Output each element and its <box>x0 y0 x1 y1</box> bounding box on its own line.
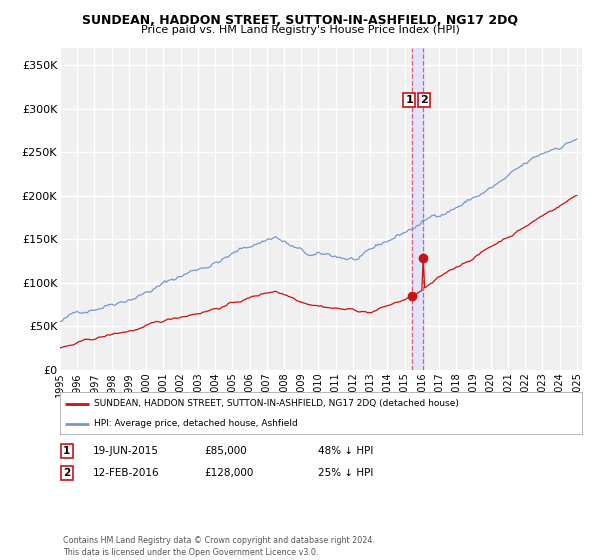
Text: 1: 1 <box>63 446 70 456</box>
Text: 19-JUN-2015: 19-JUN-2015 <box>93 446 159 456</box>
Text: Contains HM Land Registry data © Crown copyright and database right 2024.
This d: Contains HM Land Registry data © Crown c… <box>63 536 375 557</box>
Text: SUNDEAN, HADDON STREET, SUTTON-IN-ASHFIELD, NG17 2DQ: SUNDEAN, HADDON STREET, SUTTON-IN-ASHFIE… <box>82 14 518 27</box>
Text: 2: 2 <box>63 468 70 478</box>
Text: 12-FEB-2016: 12-FEB-2016 <box>93 468 160 478</box>
Text: SUNDEAN, HADDON STREET, SUTTON-IN-ASHFIELD, NG17 2DQ (detached house): SUNDEAN, HADDON STREET, SUTTON-IN-ASHFIE… <box>94 399 459 408</box>
Text: 25% ↓ HPI: 25% ↓ HPI <box>318 468 373 478</box>
Text: HPI: Average price, detached house, Ashfield: HPI: Average price, detached house, Ashf… <box>94 419 298 428</box>
Text: £85,000: £85,000 <box>204 446 247 456</box>
Text: 48% ↓ HPI: 48% ↓ HPI <box>318 446 373 456</box>
Bar <box>412 48 423 370</box>
Text: £128,000: £128,000 <box>204 468 253 478</box>
Text: 1: 1 <box>405 95 413 105</box>
Text: Price paid vs. HM Land Registry's House Price Index (HPI): Price paid vs. HM Land Registry's House … <box>140 25 460 35</box>
Text: 2: 2 <box>420 95 428 105</box>
